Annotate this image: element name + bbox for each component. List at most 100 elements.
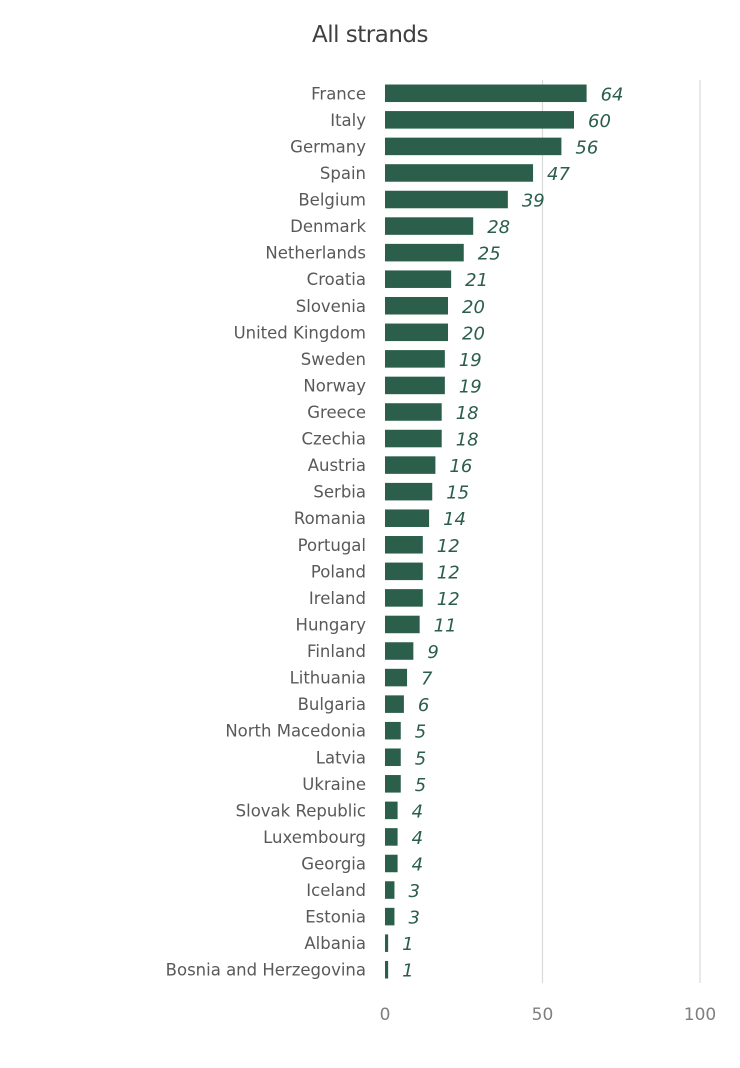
bar — [385, 589, 423, 607]
value-label: 3 — [408, 881, 419, 902]
bar — [385, 828, 398, 846]
bar — [385, 854, 398, 873]
x-axis-ticks: 0 50 100 — [380, 1005, 717, 1025]
category-label: Latvia — [316, 748, 366, 767]
bar — [385, 296, 448, 315]
category-label: Slovak Republic — [236, 801, 366, 820]
value-label: 19 — [459, 376, 482, 397]
category-label: Ireland — [309, 589, 366, 608]
category-label: Luxembourg — [263, 828, 366, 847]
category-label: Belgium — [298, 191, 366, 210]
category-label: North Macedonia — [225, 722, 366, 741]
bar — [385, 270, 452, 288]
category-label: Georgia — [301, 854, 366, 873]
category-label: United Kingdom — [234, 323, 366, 342]
category-label: Iceland — [306, 881, 366, 900]
bar — [385, 482, 433, 501]
category-label: Netherlands — [265, 244, 366, 263]
bar — [385, 721, 401, 740]
category-label: Italy — [330, 111, 366, 130]
bar — [385, 217, 474, 235]
category-label: Romania — [294, 509, 366, 528]
category-label: Serbia — [313, 483, 366, 502]
gridlines — [541, 80, 701, 983]
value-label: 4 — [412, 801, 423, 822]
bar — [385, 190, 508, 209]
value-label: 5 — [415, 748, 426, 769]
value-label: 15 — [446, 483, 469, 504]
category-label: Spain — [320, 164, 366, 183]
value-label: 7 — [421, 669, 433, 690]
value-label: 25 — [478, 244, 501, 265]
value-labels: 6460564739282521202019191818161514121212… — [402, 84, 623, 981]
category-label: Poland — [311, 562, 366, 581]
value-label: 5 — [415, 722, 426, 743]
bar — [385, 695, 404, 713]
category-label: Greece — [307, 403, 366, 422]
category-label: Finland — [307, 642, 366, 661]
bar — [385, 111, 574, 129]
value-label: 18 — [456, 403, 479, 424]
value-label: 1 — [402, 934, 413, 955]
value-label: 4 — [412, 828, 423, 849]
category-label: Bulgaria — [298, 695, 366, 714]
x-tick-label: 50 — [532, 1005, 554, 1025]
bar — [385, 403, 442, 421]
value-label: 28 — [487, 217, 510, 238]
category-label: Germany — [290, 137, 366, 156]
category-label: Czechia — [301, 430, 366, 449]
category-label: Austria — [308, 456, 366, 475]
category-label: Hungary — [296, 615, 367, 634]
bar — [385, 323, 448, 342]
bar — [385, 536, 423, 554]
category-label: Albania — [304, 934, 366, 953]
bar — [385, 748, 401, 767]
category-label: France — [311, 84, 366, 103]
value-label: 1 — [402, 961, 413, 982]
value-label: 6 — [418, 695, 429, 716]
category-label: Lithuania — [290, 669, 366, 688]
value-label: 16 — [449, 456, 472, 477]
value-label: 12 — [437, 589, 460, 610]
x-tick-label: 100 — [684, 1005, 716, 1025]
category-label: Croatia — [307, 270, 366, 289]
bar — [385, 84, 587, 103]
value-label: 18 — [456, 430, 479, 451]
bar — [385, 456, 436, 474]
value-label: 11 — [434, 615, 457, 636]
category-label: Ukraine — [302, 775, 366, 794]
category-label: Estonia — [305, 908, 366, 927]
bar — [385, 801, 398, 820]
value-label: 4 — [412, 854, 423, 875]
value-label: 5 — [415, 775, 426, 796]
bar — [385, 881, 395, 899]
category-label: Denmark — [290, 217, 366, 236]
value-label: 64 — [601, 84, 624, 105]
bar — [385, 668, 408, 687]
bar — [385, 350, 445, 368]
bar — [385, 907, 395, 926]
bar — [385, 960, 389, 979]
bar — [385, 137, 562, 156]
bar — [385, 429, 442, 448]
category-label: Portugal — [298, 536, 366, 555]
x-tick-label: 0 — [380, 1005, 391, 1025]
category-label: Norway — [303, 376, 366, 395]
category-label: Slovenia — [296, 297, 366, 316]
chart-title: All strands — [312, 22, 428, 48]
category-label: Bosnia and Herzegovina — [166, 961, 366, 980]
bar — [385, 164, 534, 182]
value-label: 56 — [575, 137, 598, 158]
value-label: 14 — [443, 509, 466, 530]
value-label: 19 — [459, 350, 482, 371]
value-label: 21 — [465, 270, 488, 291]
bar — [385, 243, 464, 262]
bar — [385, 509, 430, 527]
value-label: 20 — [462, 323, 485, 344]
value-label: 12 — [437, 536, 460, 557]
category-labels: France Italy Germany Spain Belgium Denmark Net… — [166, 84, 367, 979]
value-label: 20 — [462, 297, 485, 318]
bar — [385, 642, 414, 660]
